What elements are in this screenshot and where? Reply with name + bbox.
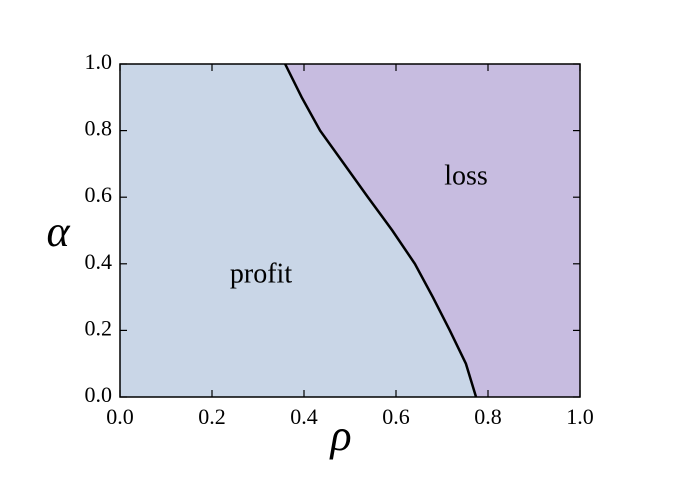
x-tick-label: 0.8 — [474, 404, 502, 429]
boundary-curve — [284, 63, 478, 398]
y-tick-label: 0.2 — [85, 315, 113, 340]
loss-region — [285, 64, 580, 397]
x-tick-label: 0.6 — [382, 404, 410, 429]
y-tick-label: 0.6 — [85, 182, 113, 207]
y-tick-label: 1.0 — [85, 49, 113, 74]
profit-region — [120, 64, 477, 397]
x-axis-label: ρ — [328, 411, 351, 460]
y-tick-label: 0.0 — [85, 382, 113, 407]
x-tick-label: 0.0 — [106, 404, 134, 429]
x-tick-label: 1.0 — [566, 404, 594, 429]
annotation: loss — [444, 160, 488, 191]
y-tick-label: 0.8 — [85, 116, 113, 141]
y-tick-label: 0.4 — [85, 249, 113, 274]
plot-frame — [119, 63, 581, 398]
annotation: profit — [230, 258, 292, 289]
x-tick-label: 0.4 — [290, 404, 318, 429]
y-axis-label: α — [46, 207, 70, 256]
x-tick-label: 0.2 — [198, 404, 226, 429]
